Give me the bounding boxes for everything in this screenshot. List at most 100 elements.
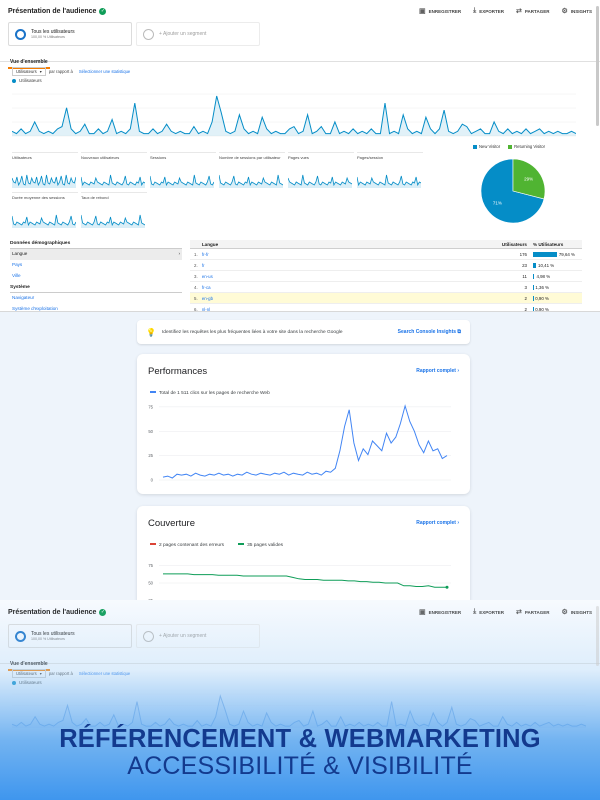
legend-valid: 35 pages valides — [238, 543, 283, 548]
add-segment-button[interactable]: + Ajouter un segment — [136, 22, 260, 46]
demographics-item-city[interactable]: Ville — [12, 273, 21, 278]
page-title: Présentation de l'audience — [8, 7, 97, 15]
column-language: Langue — [201, 241, 219, 247]
row-index: 2. — [194, 262, 198, 268]
row-language[interactable]: fr — [201, 262, 205, 268]
sparkline-area — [357, 175, 421, 188]
pie-legend-returning-label: Returning Visitor — [514, 144, 545, 149]
sparkline-label: Nombre de sessions par utilisateur — [219, 155, 281, 160]
segment-all-users[interactable]: Tous les utilisateurs 100,00 % Utilisate… — [8, 22, 132, 46]
sparkline-card: Pages/session — [357, 152, 423, 188]
legend-errors-label: 2 pages contenant des erreurs — [159, 542, 225, 548]
sparkline-card: Durée moyenne des sessions — [12, 192, 78, 228]
coverage-report-label: Rapport complet — [416, 520, 456, 526]
row-language[interactable]: en-gb — [201, 295, 214, 301]
insights-button[interactable]: ⚙INSIGHTS — [561, 7, 592, 15]
system-item-browser[interactable]: Navigateur — [12, 295, 35, 300]
chart-legend: Utilisateurs — [0, 76, 600, 85]
series-line-users — [12, 95, 576, 135]
legend-line-icon — [150, 543, 156, 545]
table-row[interactable]: 5. en-gb 2 0,90 % — [190, 293, 582, 304]
row-pct-bar — [532, 251, 557, 257]
toolbar-action-label: ENREGISTRER — [428, 8, 462, 14]
series-end-point — [445, 585, 449, 589]
metric-dropdown[interactable]: Utilisateurs▾ — [12, 66, 46, 76]
y-tick-label: 75 — [148, 404, 153, 409]
sparkline-card: Nombre de sessions par utilisateur — [219, 152, 285, 188]
tab-overview[interactable]: Vue d'ensemble — [8, 57, 50, 69]
series-area — [12, 96, 576, 136]
row-language[interactable]: en-us — [201, 273, 213, 279]
row-language[interactable]: nl-nl — [201, 306, 211, 312]
column-pct: % Utilisateurs — [532, 241, 564, 247]
segment-label: Tous les utilisateurs — [31, 29, 75, 35]
performance-report-link[interactable]: Rapport complet › — [416, 368, 459, 374]
scrollbar[interactable] — [596, 606, 599, 666]
table-row[interactable]: 2. fr 23 10,41 % — [190, 260, 582, 271]
select-metric-link[interactable]: Sélectionner une statistique — [78, 68, 131, 74]
sparkline-chart — [150, 174, 214, 188]
coverage-card: Couverture Rapport complet › 2 pages con… — [137, 506, 470, 606]
sparkline-label: Nouveaux utilisateurs — [81, 155, 120, 160]
row-users: 2 — [524, 306, 527, 312]
scrollbar[interactable] — [596, 6, 599, 126]
chevron-down-icon: ▾ — [39, 68, 42, 74]
compare-label: par rapport à — [48, 68, 73, 74]
sparkline-label: Sessions — [150, 155, 167, 160]
metric-dropdown-value: Utilisateurs — [16, 68, 37, 74]
row-users: 176 — [519, 251, 527, 257]
sparkline-chart — [81, 214, 145, 228]
coverage-report-link[interactable]: Rapport complet › — [416, 520, 459, 526]
table-row[interactable]: 3. en-us 11 4,98 % — [190, 271, 582, 282]
performance-report-label: Rapport complet — [416, 368, 456, 374]
add-segment-label: + Ajouter un segment — [159, 31, 207, 37]
sparkline-line — [12, 174, 76, 187]
row-pct-text: 1,36 % — [535, 284, 550, 290]
pie-legend-new-label: New Visitor — [479, 144, 501, 149]
analytics-panel: Présentation de l'audience ✓ ▣ ENREGISTRE… — [0, 0, 600, 312]
legend-clicks: Total de 1 511 clics sur les pages de re… — [150, 391, 270, 396]
pie-svg: 71% 29% — [480, 158, 546, 224]
row-pct: 4,98 % — [527, 273, 578, 279]
demographics-item-country[interactable]: Pays — [12, 262, 23, 267]
segment-share: 100,00 % Utilisateurs — [31, 35, 65, 39]
legend-swatch-icon — [473, 144, 477, 149]
row-index: 5. — [194, 295, 198, 301]
table-row[interactable]: 6. nl-nl 2 0,90 % — [190, 304, 582, 312]
sparkline-card: Nouveaux utilisateurs — [81, 152, 147, 188]
insights-message: Identifiez les requêtes les plus fréquen… — [161, 329, 343, 335]
search-console-insights-link[interactable]: Search Console Insights ⧉ — [398, 329, 461, 335]
y-tick-label: 25 — [148, 453, 153, 458]
table-row[interactable]: 4. fr-ca 3 1,36 % — [190, 282, 582, 293]
row-pct-bar — [532, 273, 535, 279]
enregistrer-button[interactable]: ▣ENREGISTRER — [419, 7, 461, 15]
pie-legend: New Visitor Returning Visitor — [473, 144, 570, 149]
legend-users-label: Utilisateurs — [19, 78, 42, 83]
table-row[interactable]: 1. fr-fr 176 79,64 % — [190, 249, 582, 260]
row-pct: 1,36 % — [527, 284, 578, 290]
row-users: 11 — [522, 273, 527, 279]
demographics-item-language[interactable]: Langue › — [10, 249, 182, 260]
sparkline-line — [81, 214, 145, 227]
partager-button[interactable]: ⇄PARTAGER — [516, 7, 549, 15]
row-pct: 79,64 % — [527, 251, 578, 257]
language-table: Langue Utilisateurs % Utilisateurs 1. fr-… — [190, 240, 582, 312]
insights-banner: 💡 Identifiez les requêtes les plus fréqu… — [137, 320, 470, 344]
sparkline-label: Utilisateurs — [12, 155, 32, 160]
toolbar-action-label: EXPORTER — [479, 8, 504, 14]
row-language[interactable]: fr-fr — [201, 251, 209, 257]
sparkline-label: Durée moyenne des sessions — [12, 195, 65, 200]
row-users: 2 — [524, 295, 527, 301]
chevron-right-icon: › — [178, 251, 180, 256]
y-tick-label: 50 — [148, 429, 153, 434]
pie-legend-returning: Returning Visitor — [508, 144, 545, 149]
series-line-clicks — [162, 404, 448, 479]
row-pct-text: 10,41 % — [538, 262, 555, 268]
insights-icon: ⚙ — [561, 8, 568, 15]
users-line-chart — [12, 93, 576, 137]
sparkline-area — [12, 175, 76, 188]
system-item-os[interactable]: Système d'exploitation — [12, 306, 58, 311]
row-language[interactable]: fr-ca — [201, 284, 211, 290]
exporter-button[interactable]: ⤓EXPORTER — [473, 7, 504, 15]
sparkline-card: Taux de rebond — [81, 192, 147, 228]
